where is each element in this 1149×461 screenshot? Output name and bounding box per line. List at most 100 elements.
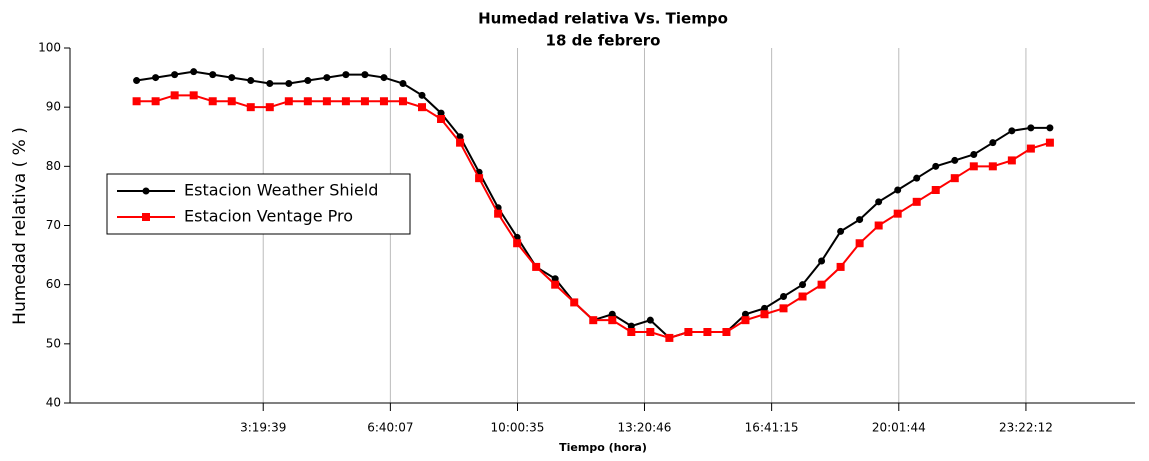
marker	[303, 97, 312, 106]
marker	[856, 216, 864, 224]
legend-marker	[142, 187, 150, 195]
marker	[551, 275, 559, 283]
marker	[418, 91, 426, 99]
marker	[627, 328, 636, 336]
marker	[703, 328, 712, 336]
marker	[532, 262, 541, 271]
marker	[817, 280, 826, 289]
marker	[1008, 127, 1016, 135]
marker	[950, 174, 959, 183]
marker	[152, 74, 160, 82]
marker	[894, 186, 902, 194]
marker	[228, 74, 236, 82]
y-tick-label: 90	[46, 100, 61, 114]
marker	[189, 91, 198, 100]
marker	[151, 97, 160, 106]
marker	[361, 71, 369, 79]
x-tick-label: 23:22:12	[999, 421, 1053, 435]
marker	[171, 71, 179, 79]
marker	[627, 322, 635, 330]
marker	[741, 310, 749, 318]
marker	[456, 138, 465, 147]
marker	[741, 316, 750, 325]
marker	[456, 133, 464, 141]
marker	[1046, 124, 1054, 132]
x-tick-label: 20:01:44	[872, 421, 926, 435]
marker	[818, 257, 826, 265]
marker	[246, 103, 255, 112]
marker	[780, 293, 788, 300]
marker	[931, 186, 940, 194]
marker	[265, 103, 274, 112]
marker	[1007, 156, 1016, 165]
marker	[1045, 138, 1054, 147]
marker	[399, 80, 407, 87]
marker	[551, 280, 560, 289]
marker	[608, 316, 617, 325]
marker	[285, 80, 293, 87]
marker	[304, 77, 312, 85]
marker	[722, 328, 731, 336]
marker	[646, 328, 655, 336]
marker	[875, 198, 883, 206]
marker	[893, 209, 902, 218]
marker	[398, 97, 407, 106]
marker	[360, 97, 369, 106]
marker	[418, 103, 427, 112]
chart-title: Humedad relativa Vs. Tiempo	[478, 10, 728, 28]
chart-subtitle: 18 de febrero	[546, 32, 661, 50]
marker	[208, 97, 217, 106]
marker	[779, 304, 788, 313]
y-tick-label: 100	[38, 41, 61, 55]
marker	[932, 162, 940, 170]
marker	[437, 115, 446, 123]
marker	[437, 109, 445, 117]
marker	[665, 333, 674, 342]
marker	[951, 156, 959, 164]
marker	[589, 316, 598, 325]
marker	[247, 77, 255, 85]
marker	[798, 292, 807, 301]
marker	[322, 97, 331, 106]
marker	[970, 151, 978, 158]
marker	[190, 68, 198, 76]
marker	[133, 77, 141, 85]
legend-label: Estacion Ventage Pro	[184, 207, 353, 226]
marker	[874, 221, 883, 230]
y-tick-label: 40	[46, 396, 61, 410]
marker	[1027, 124, 1035, 132]
marker	[988, 162, 997, 171]
marker	[342, 71, 350, 79]
x-tick-label: 6:40:07	[367, 421, 413, 435]
legend-label: Estacion Weather Shield	[184, 181, 378, 200]
y-tick-label: 80	[46, 159, 61, 173]
marker	[799, 281, 807, 289]
y-axis-label: Humedad relativa ( % )	[10, 127, 30, 325]
marker	[855, 239, 864, 248]
y-tick-label: 60	[46, 277, 61, 291]
marker	[760, 304, 768, 312]
marker	[513, 239, 522, 248]
marker	[323, 74, 331, 82]
legend-marker	[142, 213, 150, 221]
y-tick-label: 70	[46, 218, 61, 232]
marker	[380, 74, 388, 82]
marker	[837, 227, 845, 235]
marker	[912, 197, 921, 206]
marker	[836, 262, 845, 271]
marker	[475, 174, 484, 183]
marker	[132, 97, 141, 106]
marker	[989, 139, 997, 147]
marker	[570, 298, 579, 307]
x-tick-label: 13:20:46	[618, 421, 672, 435]
marker	[170, 91, 179, 100]
marker	[227, 97, 236, 106]
x-tick-label: 10:00:35	[491, 421, 545, 435]
marker	[209, 71, 217, 79]
marker	[1026, 144, 1035, 153]
marker	[608, 310, 616, 318]
marker	[494, 209, 503, 218]
x-tick-label: 3:19:39	[240, 421, 286, 435]
marker	[341, 97, 350, 106]
marker	[266, 80, 274, 87]
